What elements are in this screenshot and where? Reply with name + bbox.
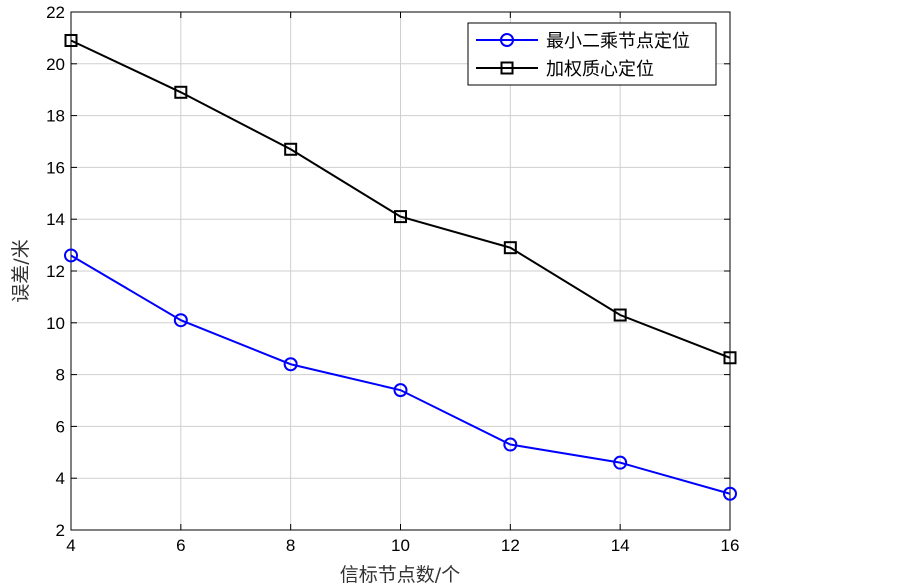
series-1-point	[723, 486, 737, 501]
series-1-point	[64, 248, 78, 263]
series-2-point	[284, 142, 298, 156]
series-1-point	[393, 383, 408, 398]
series-1-point	[613, 455, 628, 470]
y-tick-label: 14	[46, 210, 65, 229]
y-axis-label: 误差/米	[10, 239, 32, 302]
legend-label-2: 加权质心定位	[546, 59, 654, 80]
x-axis-label: 信标节点数/个	[340, 564, 460, 586]
y-tick-label: 8	[56, 366, 65, 385]
series-2-point	[613, 308, 627, 322]
legend-marker-1	[500, 33, 514, 47]
series-1-point	[173, 313, 188, 328]
series-2-point	[723, 351, 737, 365]
x-tick-label: 16	[721, 536, 740, 555]
legend-label-1: 最小二乘节点定位	[546, 31, 690, 52]
x-tick-label: 14	[611, 536, 630, 555]
x-tick-label: 10	[391, 536, 410, 555]
y-tick-label: 18	[46, 107, 65, 126]
y-tick-label: 10	[46, 314, 65, 333]
y-tick-label: 2	[56, 521, 65, 540]
series-1-point	[283, 357, 298, 372]
y-tick-label: 20	[46, 55, 65, 74]
x-tick-label: 6	[176, 536, 185, 555]
series-group	[64, 33, 737, 501]
series-line-2	[70, 39, 731, 359]
x-tick-label: 12	[501, 536, 520, 555]
legend-box	[467, 22, 717, 86]
series-2-point	[64, 33, 78, 47]
y-tick-label: 4	[56, 469, 65, 488]
series-1-point	[503, 437, 518, 452]
series-2-point	[174, 85, 188, 99]
x-tick-label: 4	[66, 536, 75, 555]
grid	[71, 12, 730, 530]
x-axis: 4 6 8 10 12 14 16	[66, 12, 739, 555]
y-tick-label: 16	[46, 158, 65, 177]
legend-marker-2	[500, 61, 514, 75]
series-2-point	[503, 241, 517, 255]
series-2-point	[394, 210, 407, 224]
y-tick-label: 6	[56, 417, 65, 436]
y-tick-label: 22	[46, 3, 65, 22]
y-axis: 2 4 6 8 10 12 14 16 18 20 22	[46, 3, 730, 540]
series-line-1	[70, 254, 731, 495]
x-tick-label: 8	[286, 536, 295, 555]
y-tick-label: 12	[46, 262, 65, 281]
